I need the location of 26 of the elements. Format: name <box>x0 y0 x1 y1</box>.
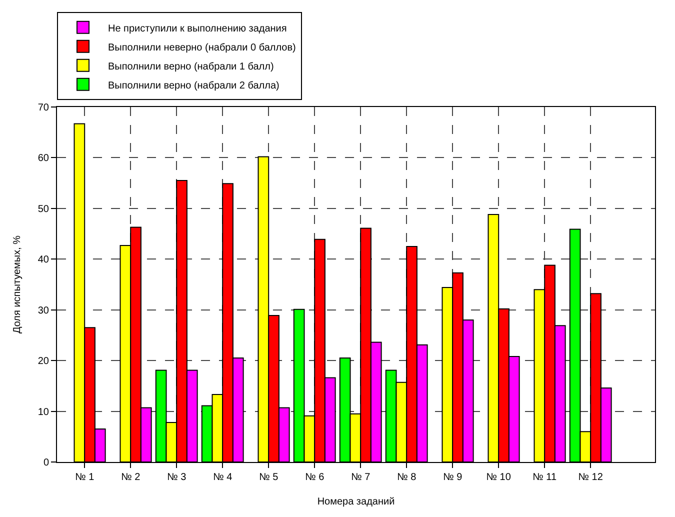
y-tick-label: 0 <box>43 458 50 468</box>
y-tick-label: 30 <box>38 305 50 316</box>
x-tick-label: № 12 <box>578 472 604 483</box>
y-axis-title: Доля испытуемых, % <box>12 235 23 334</box>
x-tick-label: № 1 <box>75 472 95 483</box>
y-tick-label: 10 <box>38 406 50 418</box>
legend-label: Выполнили верно (набрали 1 балл) <box>108 61 274 72</box>
x-tick-label: № 6 <box>305 472 325 483</box>
y-tick-label: 70 <box>38 102 50 114</box>
y-tick-label: 40 <box>38 254 50 266</box>
x-tick-label: № 2 <box>121 472 141 483</box>
x-tick-label: № 9 <box>443 472 463 483</box>
x-tick-label: № 8 <box>397 472 417 483</box>
y-tick-label: 20 <box>38 356 50 368</box>
legend-label: Не приступили к выполнению задания <box>108 23 287 34</box>
x-tick-label: № 11 <box>532 472 557 483</box>
x-tick-label: № 5 <box>259 472 279 483</box>
x-tick-label: № 7 <box>351 472 371 483</box>
legend-label: Выполнили верно (набрали 2 балла) <box>108 80 280 92</box>
legend-label: Выполнили неверно (набрали 0 баллов) <box>108 42 296 54</box>
x-axis-title: Номера заданий <box>317 496 395 508</box>
y-tick-label: 50 <box>38 204 50 215</box>
x-tick-label: № 3 <box>167 472 187 483</box>
y-tick-label: 60 <box>38 153 50 164</box>
x-tick-label: № 4 <box>213 472 233 483</box>
x-tick-label: № 10 <box>486 472 512 483</box>
